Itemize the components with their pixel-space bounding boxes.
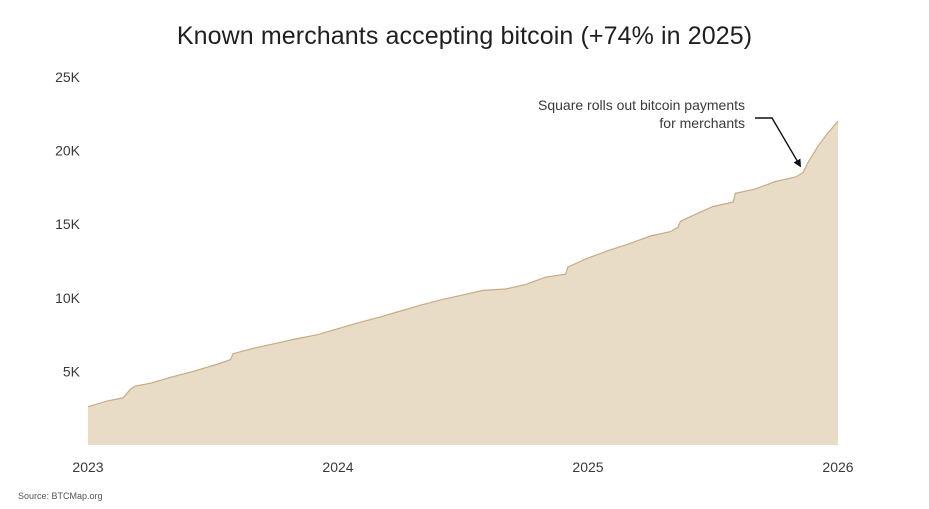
y-tick-label: 25K	[55, 69, 81, 85]
annotation-text: for merchants	[659, 115, 745, 131]
x-tick-label: 2023	[72, 459, 103, 475]
annotation-arrow	[755, 117, 802, 168]
x-axis-ticks: 2023 2024 2025 2026	[72, 459, 853, 475]
x-tick-label: 2025	[572, 459, 603, 475]
chart-title: Known merchants accepting bitcoin (+74% …	[176, 22, 753, 50]
source-note: Source: BTCMap.org	[18, 491, 103, 501]
plot-area	[87, 120, 839, 445]
x-tick-label: 2024	[322, 459, 353, 475]
annotation: Square rolls out bitcoin payments for mer…	[538, 97, 802, 168]
y-axis-ticks: 5K 10K 15K 20K 25K	[55, 69, 81, 379]
series-area	[88, 121, 838, 445]
y-tick-label: 10K	[55, 290, 81, 306]
annotation-text: Square rolls out bitcoin payments	[538, 97, 745, 113]
series-line	[87, 120, 839, 408]
y-tick-label: 15K	[55, 216, 81, 232]
x-tick-label: 2026	[822, 459, 853, 475]
y-tick-label: 5K	[63, 363, 81, 379]
y-tick-label: 20K	[55, 143, 81, 159]
